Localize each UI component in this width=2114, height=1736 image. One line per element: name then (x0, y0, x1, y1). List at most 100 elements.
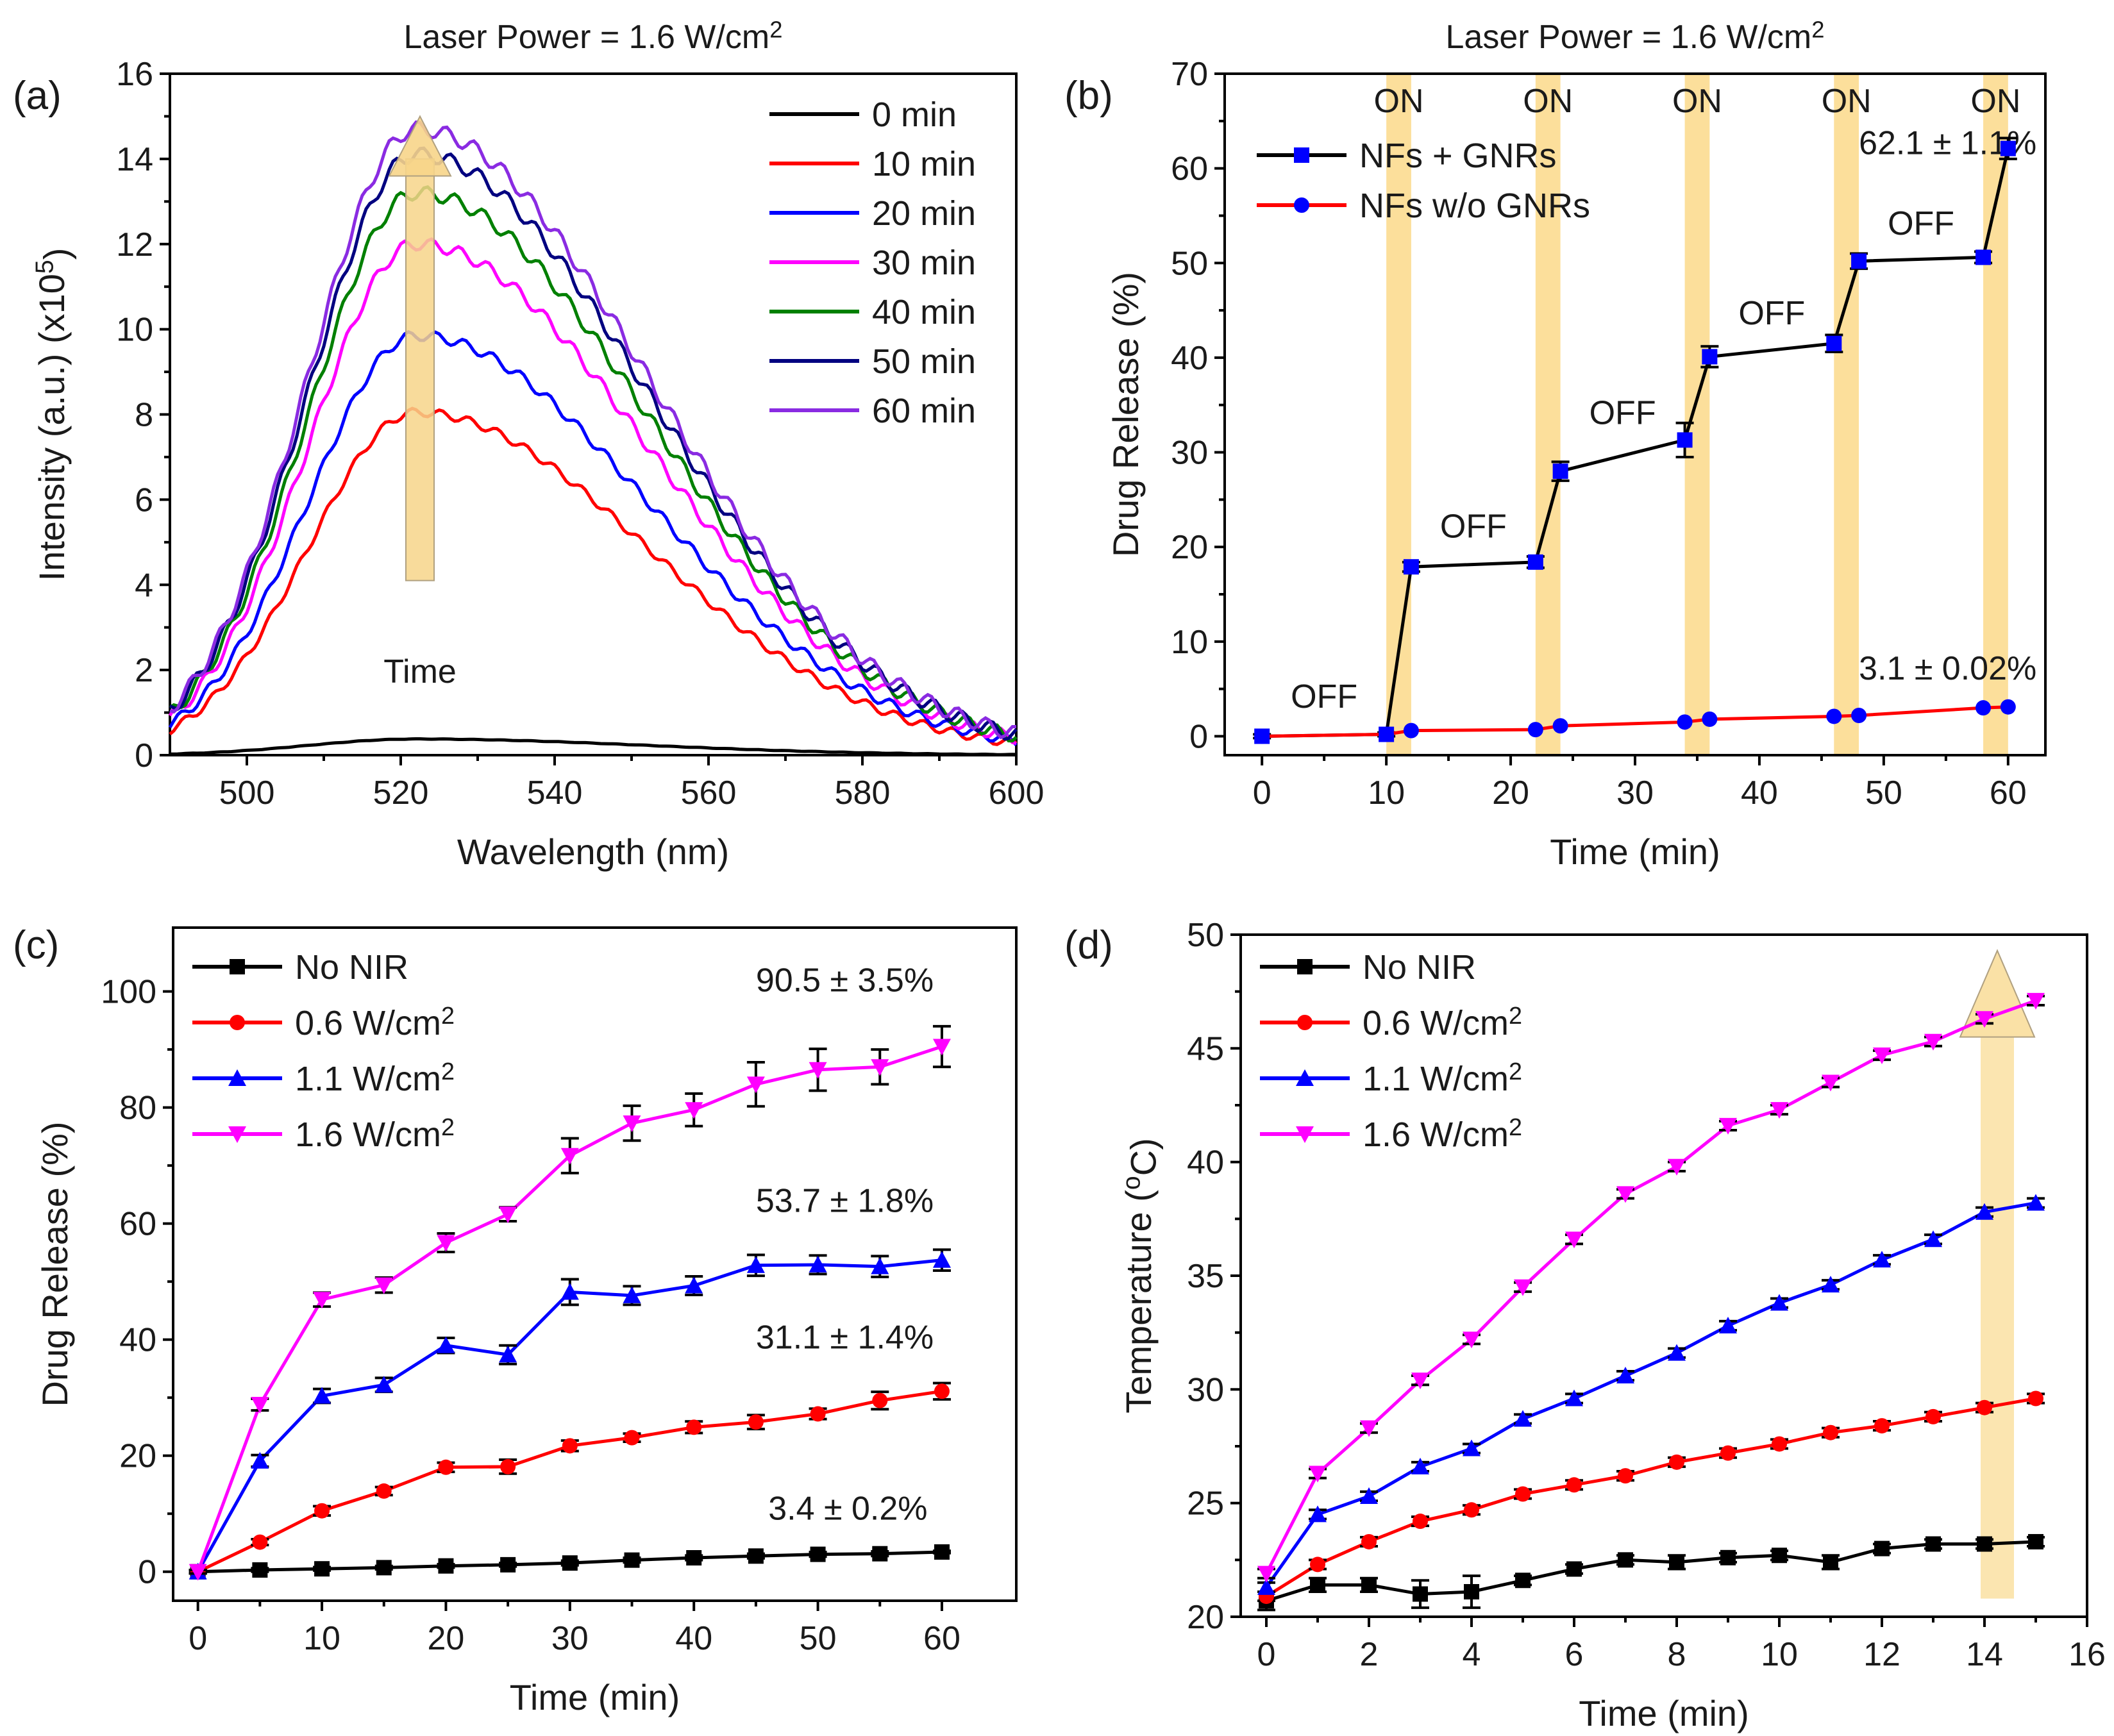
x-tick-label: 10 (303, 1620, 340, 1657)
spectrum-line-20-min (168, 330, 1018, 746)
y-tick-label: 60 (1171, 151, 1208, 188)
x-tick-label: 60 (1990, 774, 2027, 812)
laser-on-window (1834, 74, 1859, 755)
spectrum-line-40-min (169, 185, 1018, 743)
data-point-1-1-w-cm (1360, 1487, 1378, 1505)
legend-label-0-min: 0 min (872, 96, 957, 134)
data-point-1-6-w-cm (313, 1292, 331, 1309)
data-point-no-nir (934, 1544, 950, 1560)
on-label: ON (1822, 83, 1872, 120)
legend-label-1-6-w-cm-sup: 2 (441, 1114, 455, 1141)
data-point-0-6-w-cm (438, 1459, 454, 1475)
legend-label-nfs-gnrs-main: NFs + GNRs (1359, 137, 1557, 175)
data-point-1-1-w-cm (932, 1251, 951, 1268)
data-point-1-1-w-cm (499, 1346, 517, 1363)
data-point-0-6-w-cm (2028, 1390, 2043, 1406)
data-point-0-6-w-cm (1310, 1557, 1325, 1573)
y-tick-label: 20 (1171, 529, 1208, 566)
legend-label-50-min-main: 50 min (872, 342, 976, 381)
x-tick-label: 540 (527, 774, 583, 812)
legend-label-60-min-main: 60 min (872, 392, 976, 430)
laser-on-window (1684, 74, 1710, 755)
data-point-no-nir (1310, 1577, 1325, 1593)
legend-label-0-6-w-cm-main: 0.6 W/cm (295, 1004, 441, 1042)
legend-label-no-nir-main: No NIR (295, 948, 408, 987)
legend-marker-1-1-w-cm (1296, 1069, 1314, 1086)
legend-label-1-1-w-cm: 1.1 W/cm2 (295, 1058, 455, 1098)
legend-label-0-min-main: 0 min (872, 96, 957, 134)
data-point-nfs-gnrs (1552, 463, 1568, 480)
data-point-1-1-w-cm (1873, 1251, 1891, 1268)
panel-title: Laser Power = 1.6 W/cm2 (403, 17, 782, 56)
data-point-0-6-w-cm (1361, 1533, 1377, 1549)
legend-label-1-6-w-cm-sup: 2 (1509, 1114, 1522, 1141)
series-line-no-nir (1266, 1540, 2036, 1603)
data-point-nfs-w-o-gnrs (1403, 722, 1419, 739)
x-tick-label: 40 (1741, 774, 1778, 812)
data-point-0-6-w-cm (1464, 1502, 1479, 1518)
spectrum-line-0-min (170, 737, 1017, 756)
data-point-0-6-w-cm (1977, 1399, 1992, 1415)
laser-on-window (1983, 74, 2008, 755)
off-label: OFF (1738, 295, 1805, 332)
data-point-no-nir (500, 1557, 516, 1573)
data-point-0-6-w-cm (1925, 1408, 1941, 1424)
data-point-1-6-w-cm (809, 1062, 827, 1079)
x-axis-title: Time (min) (510, 1677, 680, 1717)
y-tick-label: 10 (1171, 624, 1208, 661)
legend-label-no-nir: No NIR (295, 948, 408, 987)
x-tick-label: 16 (2068, 1636, 2106, 1673)
panel-title-main: Laser Power = 1.6 W/cm (1445, 19, 1811, 56)
y-axis-title: Drug Release (%) (1105, 272, 1146, 557)
y-tick-label: 16 (116, 56, 153, 93)
data-point-0-6-w-cm (314, 1503, 330, 1519)
y-tick-label: 8 (135, 397, 153, 434)
data-point-no-nir (1618, 1552, 1633, 1568)
data-point-1-6-w-cm (1770, 1102, 1788, 1119)
data-point-1-6-w-cm (1976, 1011, 1993, 1028)
y-tick-label: 80 (119, 1090, 156, 1127)
y-tick-label: 0 (138, 1554, 156, 1591)
data-point-nfs-gnrs (1702, 349, 1718, 365)
data-point-1-1-w-cm (1719, 1317, 1737, 1334)
y-axis-title-main: Drug Release (%) (35, 1121, 75, 1406)
data-point-no-nir (1772, 1548, 1787, 1564)
time-arrow (388, 115, 452, 581)
x-tick-label: 12 (1863, 1636, 1900, 1673)
data-point-no-nir (1977, 1536, 1992, 1552)
y-tick-label: 50 (1187, 917, 1224, 954)
data-point-1-1-w-cm (1565, 1389, 1583, 1406)
data-point-1-6-w-cm (1719, 1117, 1737, 1135)
data-point-1-1-w-cm (313, 1387, 331, 1404)
panel-title-sup: 2 (1811, 17, 1824, 43)
y-tick-label: 12 (116, 226, 153, 263)
legend-label-30-min: 30 min (872, 244, 976, 282)
legend-label-1-1-w-cm-main: 1.1 W/cm (295, 1060, 441, 1098)
data-point-1-6-w-cm (746, 1076, 765, 1094)
data-point-no-nir (1361, 1577, 1377, 1593)
data-point-nfs-gnrs (1851, 253, 1867, 269)
data-point-nfs-w-o-gnrs (1527, 722, 1543, 738)
data-point-no-nir (1823, 1554, 1838, 1570)
y-tick-label: 30 (1171, 435, 1208, 472)
legend-label-20-min-main: 20 min (872, 194, 976, 233)
data-point-nfs-gnrs (1403, 559, 1419, 575)
data-point-no-nir (1464, 1583, 1479, 1599)
data-point-1-6-w-cm (871, 1059, 889, 1076)
panel-b: ON ON ON ON ON 0 10 20 30 40 50 60 0 10 20 30 40 50 60 70 Ti… (1064, 17, 2047, 872)
y-tick-label: 25 (1187, 1485, 1224, 1523)
data-point-1-1-w-cm (1257, 1578, 1275, 1595)
data-point-0-6-w-cm (562, 1438, 578, 1454)
legend-marker-nfs-w-o-gnrs (1294, 197, 1309, 213)
data-point-0-6-w-cm (1413, 1514, 1428, 1530)
y-axis-title: Temperature (oC) (1118, 1138, 1163, 1413)
data-point-no-nir (748, 1548, 764, 1564)
data-point-0-6-w-cm (872, 1392, 888, 1408)
series-line-1-1-w-cm (1264, 1201, 2036, 1589)
panel-d: 0 2 4 6 8 10 12 14 16 20 25 30 35 40 45 50 Time (min) Tem… (1064, 917, 2106, 1733)
x-tick-label: 500 (219, 774, 275, 812)
time-arrow-shaft (405, 158, 435, 581)
x-tick-label: 50 (800, 1620, 837, 1657)
panel-title-main: Laser Power = 1.6 W/cm (403, 19, 769, 56)
legend-label-50-min: 50 min (872, 342, 976, 381)
